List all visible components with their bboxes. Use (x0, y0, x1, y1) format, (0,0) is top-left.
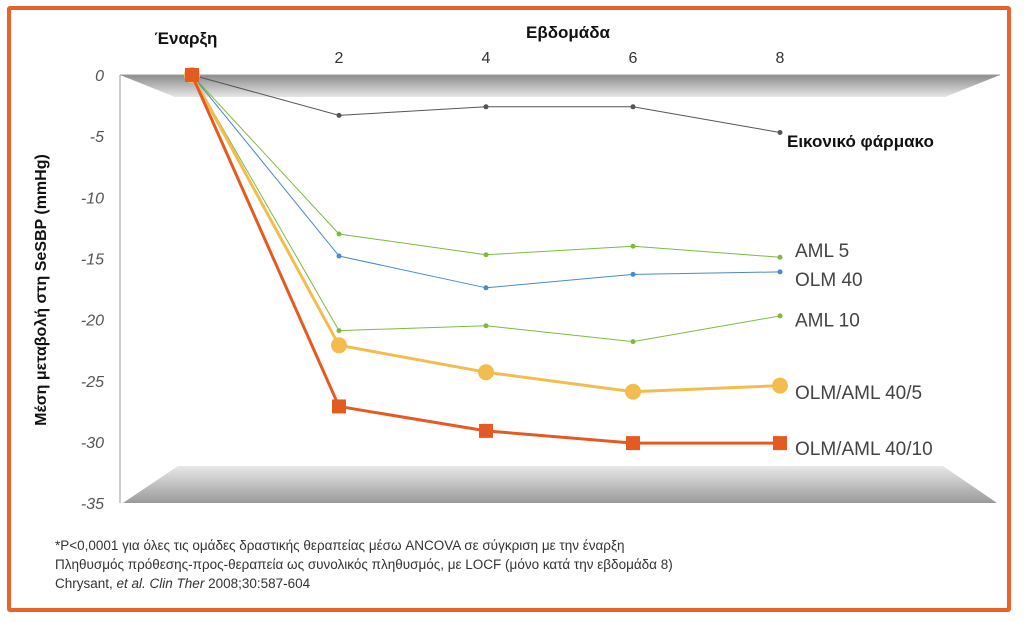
data-point (777, 129, 783, 135)
data-point (630, 243, 636, 249)
series-line-aml-10 (191, 74, 781, 343)
data-point (630, 104, 636, 110)
data-point (331, 337, 347, 354)
y-tick-label: -30 (81, 435, 104, 452)
x-tick-label: 8 (776, 50, 785, 67)
data-point (630, 271, 636, 277)
series-label: OLM 40 (795, 270, 863, 291)
series-line-aml-5 (191, 74, 781, 258)
data-point (772, 377, 788, 394)
data-point (773, 436, 787, 451)
data-point (625, 383, 641, 400)
y-tick-label: -5 (90, 129, 104, 146)
series-label: Εικονικό φάρμακο (787, 132, 934, 151)
series-label: OLM/AML 40/10 (795, 439, 933, 460)
footnotes: *P<0,0001 για όλες τις ομάδες δραστικής … (55, 536, 673, 593)
x-tick-label: 2 (335, 50, 344, 67)
series-label: AML 5 (795, 241, 849, 262)
footnote-population: Πληθυσμός πρόθεσης-προς-θεραπεία ως συνο… (55, 557, 673, 572)
y-tick-label: -15 (81, 251, 104, 268)
series-line-olm-aml-40-5 (190, 74, 781, 394)
footnote-significance: *P<0,0001 για όλες τις ομάδες δραστικής … (55, 538, 625, 553)
data-point (630, 339, 636, 345)
reference-details: 2008;30:587-604 (204, 576, 311, 591)
data-point (185, 68, 199, 82)
baseline-label: Έναρξη (155, 29, 218, 48)
top-plane (120, 75, 1000, 97)
data-point (483, 104, 489, 110)
series-label: AML 10 (795, 311, 860, 332)
data-point (479, 423, 493, 438)
y-tick-label: -20 (81, 313, 104, 330)
data-point (626, 436, 640, 451)
data-point (777, 254, 783, 260)
footnote-reference: Chrysant, et al. Clin Ther 2008;30:587-6… (55, 574, 673, 593)
data-point (777, 313, 783, 319)
reference-journal: et al. Clin Ther (116, 576, 205, 591)
x-tick-label: 6 (629, 50, 638, 67)
x-tick-label: 4 (482, 50, 491, 67)
data-point (777, 269, 783, 275)
data-point (336, 253, 342, 259)
y-tick-label: -35 (81, 496, 104, 513)
reference-authors: Chrysant, (55, 576, 117, 591)
data-point (336, 112, 342, 118)
series-label: OLM/AML 40/5 (795, 383, 922, 404)
data-point (478, 364, 494, 381)
data-point (336, 328, 342, 334)
y-tick-label: -25 (81, 374, 104, 391)
data-point (483, 323, 489, 329)
y-tick-label: -10 (81, 190, 104, 207)
x-axis-title: Εβδομάδα (526, 23, 611, 42)
placebo-label-box (783, 124, 976, 172)
bottom-plane (123, 466, 997, 503)
data-point (336, 231, 342, 237)
data-point (483, 285, 489, 291)
y-axis-title: Μέση μεταβολή στη SeSBP (mmHg) (33, 154, 50, 426)
data-point (483, 252, 489, 258)
data-point (332, 399, 346, 414)
y-tick-label: 0 (95, 68, 104, 85)
